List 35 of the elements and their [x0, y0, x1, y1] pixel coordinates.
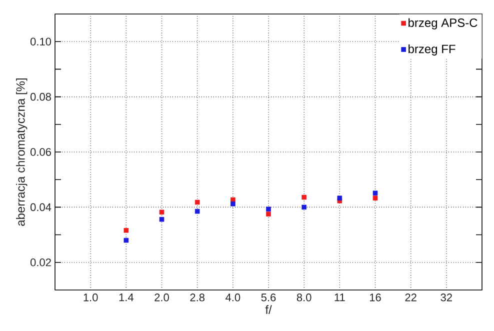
legend-label: brzeg FF — [408, 44, 456, 56]
point — [302, 204, 306, 210]
point — [124, 228, 129, 233]
point — [266, 206, 271, 212]
x-tick-label: 16 — [370, 294, 381, 302]
x-tick-label: 32 — [440, 294, 452, 302]
y-tick-label: 0.08 — [30, 92, 51, 101]
x-tick-label: 4.0 — [226, 294, 240, 302]
point — [337, 196, 342, 200]
x-tick-label: 5.6 — [261, 294, 276, 302]
point — [159, 210, 164, 215]
x-tick-label: 22 — [405, 294, 416, 302]
y-axis-title: aberracja chromatyczna [%] — [16, 78, 28, 226]
point — [230, 201, 236, 206]
x-tick-label: 2.8 — [190, 294, 204, 302]
legend-label: brzeg APS-C — [408, 18, 478, 30]
point — [302, 194, 306, 200]
x-tick-label: 11 — [334, 294, 345, 302]
x-tick-label: 2.0 — [154, 294, 169, 302]
point — [230, 197, 236, 202]
x-axis-title: f/ — [265, 305, 272, 314]
x-tick-label: 1.0 — [84, 294, 98, 302]
point — [159, 216, 164, 222]
y-tick-label: 0.04 — [30, 203, 52, 212]
point — [124, 238, 129, 243]
point — [372, 190, 378, 196]
y-tick-label: 0.10 — [30, 38, 52, 46]
point — [194, 200, 200, 205]
point — [266, 212, 271, 216]
point — [194, 208, 200, 214]
x-tick-label: 1.4 — [119, 294, 134, 302]
y-tick-label: 0.02 — [30, 258, 51, 266]
point — [372, 196, 378, 200]
y-tick-label: 0.06 — [30, 148, 51, 156]
x-tick-label: 8.0 — [296, 294, 312, 302]
